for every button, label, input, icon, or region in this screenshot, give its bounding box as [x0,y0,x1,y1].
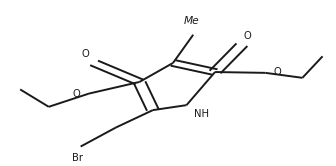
Text: Br: Br [72,153,83,163]
Text: Me: Me [184,16,199,27]
Text: O: O [243,31,251,41]
Text: O: O [274,67,282,77]
Text: O: O [73,89,81,99]
Text: NH: NH [194,109,209,119]
Text: O: O [82,49,90,59]
